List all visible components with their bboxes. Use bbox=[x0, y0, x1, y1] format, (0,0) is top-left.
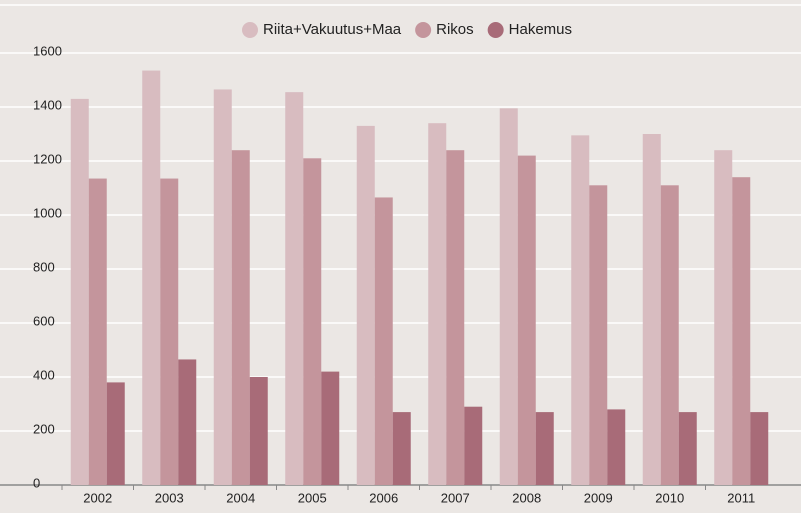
x-tick-label: 2005 bbox=[298, 490, 327, 505]
y-tick-label: 1000 bbox=[33, 205, 62, 220]
x-tick-label: 2011 bbox=[727, 490, 755, 505]
bar bbox=[231, 150, 250, 485]
bar bbox=[446, 150, 465, 485]
x-tick-label: 2002 bbox=[83, 490, 112, 505]
bar bbox=[499, 108, 518, 485]
bar bbox=[660, 185, 679, 486]
x-tick-label: 2008 bbox=[512, 490, 541, 505]
y-tick-label: 1600 bbox=[33, 43, 62, 58]
bar bbox=[70, 98, 89, 486]
bar bbox=[374, 197, 393, 485]
bar bbox=[517, 155, 536, 485]
bar bbox=[428, 123, 447, 485]
y-tick-label: 1400 bbox=[33, 97, 62, 112]
legend-swatch bbox=[415, 22, 432, 38]
bar bbox=[589, 185, 608, 486]
bar bbox=[88, 178, 107, 486]
x-tick-label: 2006 bbox=[369, 490, 398, 505]
bar bbox=[571, 135, 590, 485]
bar bbox=[142, 70, 161, 486]
bar bbox=[213, 89, 232, 485]
bar bbox=[285, 92, 304, 486]
bar bbox=[607, 409, 626, 485]
bar bbox=[464, 406, 483, 485]
bar bbox=[356, 125, 375, 486]
legend-swatch bbox=[242, 22, 258, 38]
y-tick-label: 0 bbox=[33, 475, 40, 490]
bar bbox=[642, 134, 661, 485]
bar bbox=[535, 412, 554, 485]
x-tick-label: 2009 bbox=[584, 490, 613, 505]
y-tick-label: 1200 bbox=[33, 151, 62, 166]
legend-label: Rikos bbox=[436, 21, 474, 38]
bar bbox=[178, 359, 197, 485]
y-tick-label: 600 bbox=[33, 313, 55, 328]
bar bbox=[750, 412, 769, 485]
legend-label: Hakemus bbox=[509, 21, 572, 38]
bar bbox=[321, 371, 340, 485]
bar bbox=[714, 150, 733, 485]
legend: Riita+Vakuutus+Maa Rikos Hakemus bbox=[242, 21, 572, 38]
bar bbox=[249, 377, 268, 485]
x-tick-label: 2004 bbox=[226, 490, 255, 505]
y-tick-label: 800 bbox=[33, 259, 55, 274]
legend-swatch bbox=[487, 22, 504, 38]
bar bbox=[392, 412, 411, 485]
x-tick-label: 2010 bbox=[655, 490, 684, 505]
x-tick-label: 2007 bbox=[441, 490, 470, 505]
bar bbox=[678, 412, 697, 485]
bar bbox=[303, 158, 322, 486]
bar bbox=[732, 177, 751, 485]
legend-label: Riita+Vakuutus+Maa bbox=[263, 21, 402, 38]
bar bbox=[106, 382, 125, 485]
x-tick-label: 2003 bbox=[155, 490, 184, 505]
y-tick-label: 400 bbox=[33, 367, 55, 382]
bar bbox=[160, 178, 179, 486]
y-tick-label: 200 bbox=[33, 421, 55, 436]
